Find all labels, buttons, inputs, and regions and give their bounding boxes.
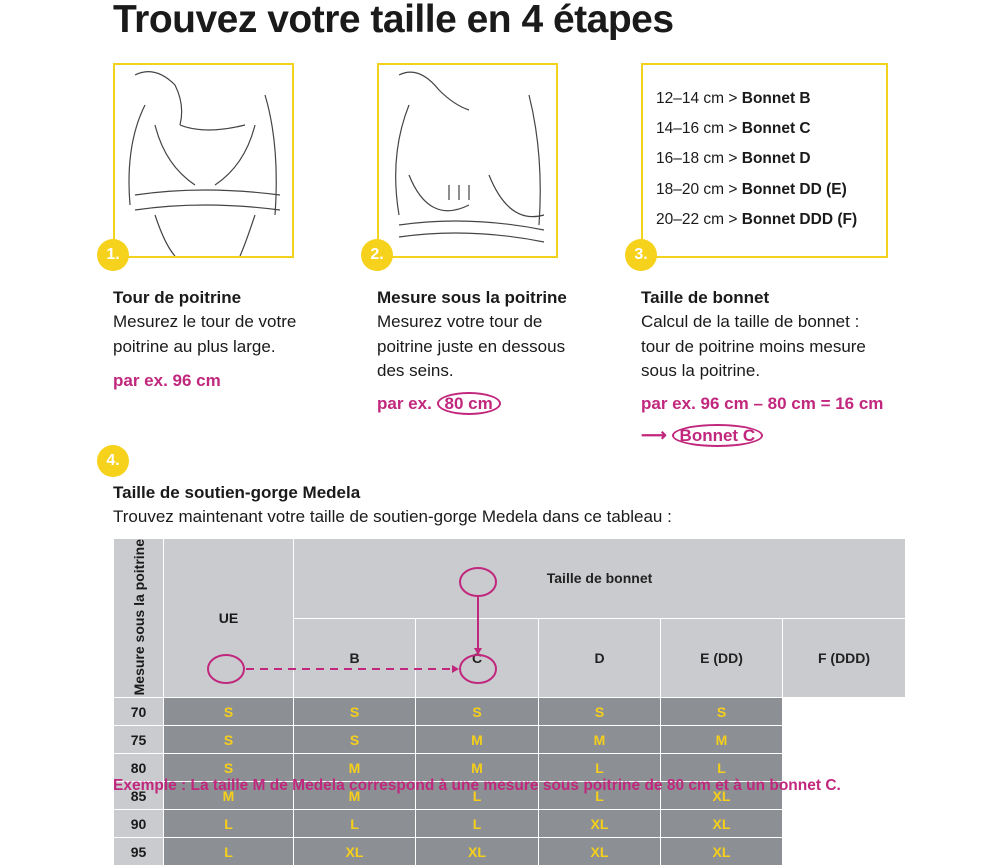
cup-group-header: Taille de bonnet [292,538,907,619]
step1-text: Mesurez le tour de votre poitrine au plus… [113,312,297,356]
size-cell: XL [660,809,783,839]
size-cell: XL [293,837,416,866]
step3-example: par ex. 96 cm – 80 cm = 16 cm [641,394,884,413]
cup-range-0: 12–14 cm > Bonnet B [656,90,811,107]
column-header: B [293,617,416,699]
step1-heading: Tour de poitrine [113,288,242,307]
cup-size-box [641,63,888,258]
size-table: Mesure sous la poitrine UE Taille de bon… [113,537,907,866]
step3-result: ⟶ Bonnet C [641,424,764,447]
illustration-bust-measure [113,63,294,258]
size-cell: L [163,837,294,866]
cup-range-3: 18–20 cm > Bonnet DD (E) [656,181,847,198]
size-cell: L [293,809,416,839]
column-header: D [538,617,661,699]
step4-heading: Taille de soutien-gorge Medela [113,483,361,502]
size-cell: M [415,753,539,783]
step-badge-1: 1. [97,239,129,271]
size-cell: S [163,697,294,727]
size-cell: XL [415,837,539,866]
ue-value: 95 [113,837,164,866]
row-axis-label: Mesure sous la poitrine [113,537,164,699]
size-cell: M [415,725,539,755]
table-row: 80 S M M L L [113,753,906,783]
cup-range-2: 16–18 cm > Bonnet D [656,150,811,167]
size-cell: L [163,809,294,839]
step-badge-2: 2. [361,239,393,271]
page-title: Trouvez votre taille en 4 étapes [113,0,674,41]
table-row: 90 L L L XL XL [113,809,906,839]
arrow-right-icon: ⟶ [641,425,667,445]
column-header: E (DD) [660,617,783,699]
step1-example: par ex. 96 cm [113,371,221,390]
step2-text: Mesurez votre tour de poitrine juste en d… [377,312,566,380]
size-cell: L [538,753,661,783]
ue-value: 90 [113,809,164,839]
size-cell: S [538,697,661,727]
size-cell: XL [538,837,661,866]
size-cell: XL [538,809,661,839]
size-cell: S [163,725,294,755]
size-cell: S [415,697,539,727]
ue-header: UE [163,537,294,699]
step3-heading: Taille de bonnet [641,288,770,307]
size-cell: S [660,697,783,727]
step-badge-3: 3. [625,239,657,271]
step2-example: par ex. 80 cm [377,392,501,415]
ue-value: 75 [113,725,164,755]
step3-text: Calcul de la taille de bonnet : tour de p… [641,312,866,380]
table-row: 95 L XL XL XL XL [113,837,906,866]
step-badge-4: 4. [97,445,129,477]
footnote: Exemple : La taille M de Medela correspo… [113,777,841,794]
step2-heading: Mesure sous la poitrine [377,288,567,307]
cup-range-4: 20–22 cm > Bonnet DDD (F) [656,211,858,228]
size-cell: S [293,697,416,727]
size-cell: L [415,809,539,839]
table-row: 70 S S S S S [113,697,906,727]
cup-range-1: 14–16 cm > Bonnet C [656,120,811,137]
column-header: F (DDD) [781,617,907,699]
illustration-underbust-measure [377,63,558,258]
column-header: C [415,617,539,699]
step4-text: Trouvez maintenant votre taille de souti… [113,507,672,526]
size-cell: M [660,725,783,755]
ue-value: 70 [113,697,164,727]
size-cell: M [538,725,661,755]
size-cell: S [293,725,416,755]
size-cell: XL [660,837,783,866]
table-row: 75 S S M M M [113,725,906,755]
